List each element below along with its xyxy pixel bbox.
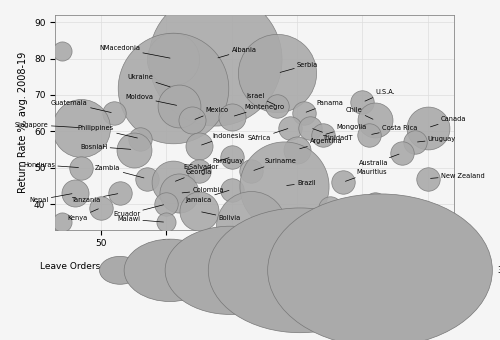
Point [326, 205, 334, 210]
Point [70, 190, 78, 196]
Text: SAfrica: SAfrica [248, 129, 288, 141]
Text: Chile: Chile [346, 107, 373, 119]
Text: Paraguay: Paraguay [202, 158, 243, 170]
Text: Moldova: Moldova [125, 95, 176, 105]
Point [248, 169, 256, 174]
Point [78, 165, 86, 170]
Point [162, 220, 170, 225]
Text: Indonesia: Indonesia [202, 133, 244, 145]
Text: 100000: 100000 [300, 266, 329, 275]
Point [274, 70, 281, 76]
Text: Bolivia: Bolivia [202, 212, 241, 221]
Point [169, 180, 177, 185]
Point [195, 143, 203, 149]
Text: Costa Rica: Costa Rica [372, 125, 418, 134]
Point [410, 139, 418, 145]
Point [280, 183, 288, 189]
Text: Singapore: Singapore [15, 122, 78, 128]
Text: Suriname: Suriname [254, 158, 296, 170]
Text: Malawi: Malawi [117, 216, 164, 222]
Text: Tanzania: Tanzania [72, 194, 118, 203]
Text: Ukraine: Ukraine [128, 74, 170, 87]
Text: 50000: 50000 [221, 266, 245, 275]
Point [293, 147, 301, 152]
Point [248, 223, 256, 228]
Point [58, 220, 66, 225]
Text: Canada: Canada [430, 116, 466, 127]
Text: Jamaica: Jamaica [186, 190, 229, 203]
Text: Colombia: Colombia [182, 187, 224, 193]
Point [195, 169, 203, 174]
Point [136, 136, 144, 141]
Y-axis label: Return Rate %, avg. 2008-19: Return Rate %, avg. 2008-19 [18, 52, 28, 193]
Point [228, 187, 235, 192]
X-axis label: FIW aggregate score, avg. 2008-19: FIW aggregate score, avg. 2008-19 [169, 254, 340, 264]
Text: Georgia: Georgia [176, 169, 212, 181]
Point [358, 100, 366, 105]
Point [424, 125, 432, 131]
Text: Philippines: Philippines [78, 125, 138, 138]
Text: Honduras: Honduras [23, 162, 78, 168]
Point [300, 110, 308, 116]
Text: Leave Orders: Leave Orders [40, 262, 100, 271]
Text: Peru: Peru [254, 226, 292, 236]
Point [130, 147, 138, 152]
Text: Mexico: Mexico [195, 107, 228, 119]
Text: ElSalvador: ElSalvador [184, 158, 229, 170]
Text: Uruguay: Uruguay [418, 136, 456, 142]
Point [169, 85, 177, 90]
Point [188, 118, 196, 123]
Point [286, 125, 294, 131]
Text: Nepal: Nepal [30, 194, 72, 203]
Text: Mauritius: Mauritius [346, 169, 387, 181]
Point [372, 118, 380, 123]
Point [97, 205, 105, 210]
Text: Guatemala: Guatemala [51, 100, 111, 113]
Text: 200000: 200000 [396, 266, 426, 275]
Text: Ecuador: Ecuador [113, 205, 164, 217]
Text: Montenegro: Montenegro [234, 104, 285, 116]
Text: Australia: Australia [359, 154, 399, 167]
Point [365, 132, 373, 138]
Point [176, 190, 184, 196]
Text: Mongolia: Mongolia [326, 123, 366, 134]
Point [424, 176, 432, 181]
Text: TrinidadT: TrinidadT [312, 129, 354, 141]
Point [58, 49, 66, 54]
Text: U.S.A.: U.S.A. [365, 89, 395, 101]
Text: BosniaH: BosniaH [80, 143, 131, 150]
Point [195, 209, 203, 214]
Text: Panama: Panama [306, 100, 344, 112]
Text: Zambia: Zambia [95, 165, 144, 178]
Point [78, 125, 86, 131]
Point [306, 125, 314, 131]
Text: 300000: 300000 [498, 266, 500, 275]
Text: New Zealand: New Zealand [430, 173, 484, 178]
Text: Israel: Israel [246, 92, 275, 105]
Point [169, 56, 177, 61]
Text: Taiwan: Taiwan [378, 205, 412, 214]
Point [142, 176, 150, 181]
Point [339, 180, 347, 185]
Text: SKorea: SKorea [287, 208, 327, 221]
Text: Kenya: Kenya [68, 209, 98, 221]
Point [319, 132, 327, 138]
Text: Serbia: Serbia [280, 62, 318, 72]
Text: Albania: Albania [218, 47, 256, 58]
Point [212, 56, 220, 61]
Point [110, 110, 118, 116]
Point [228, 154, 235, 159]
Point [228, 114, 235, 120]
Text: Brazil: Brazil [286, 180, 316, 186]
Point [398, 150, 406, 156]
Point [162, 201, 170, 207]
Text: NMacedonia: NMacedonia [99, 45, 170, 58]
Point [372, 201, 380, 207]
Point [116, 190, 124, 196]
Text: Argentina: Argentina [300, 138, 343, 149]
Text: 10000: 10000 [146, 266, 170, 275]
Point [176, 103, 184, 108]
Point [274, 103, 281, 108]
